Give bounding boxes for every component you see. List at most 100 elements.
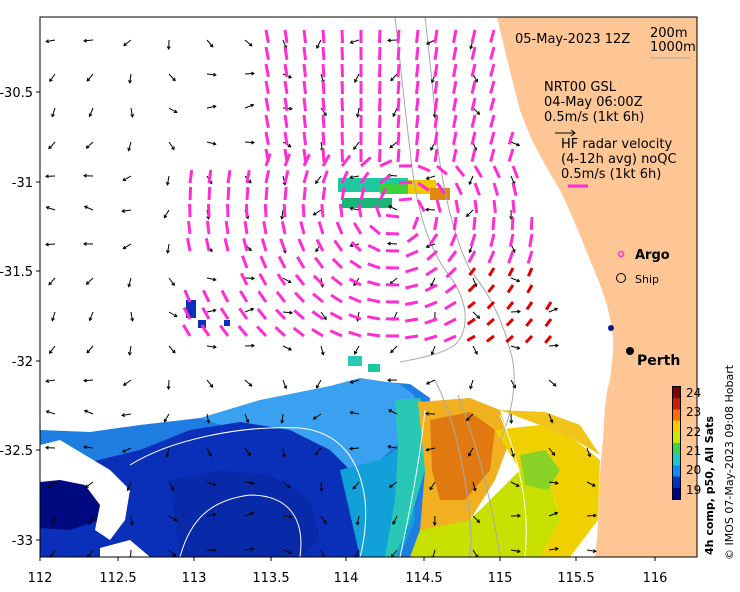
geostrophic-vector (127, 481, 132, 491)
geostrophic-vector (86, 141, 94, 149)
x-tick-label: 114.5 (405, 571, 442, 586)
geostrophic-vector-head (288, 514, 293, 519)
geostrophic-vector-head (388, 205, 392, 209)
hf-radar-vector (378, 131, 382, 146)
geostrophic-vector-head (288, 310, 293, 315)
geostrophic-vector-head (51, 317, 55, 322)
hf-radar-vector (433, 63, 439, 78)
hf-radar-vector (524, 334, 534, 344)
geostrophic-vector-head (468, 452, 472, 457)
hf-radar-vector (415, 114, 420, 129)
geostrophic-vector-head (432, 522, 437, 526)
geostrophic-vector-head (45, 39, 50, 44)
geostrophic-vector-head (469, 45, 474, 50)
hf-radar-vector (321, 131, 326, 146)
altimetry-time-label: 04-May 06:00Z (544, 95, 643, 110)
geostrophic-vector-head (517, 513, 521, 518)
geostrophic-vector-head (209, 43, 214, 48)
geostrophic-vector-head (130, 521, 134, 526)
hf-radar-vector (207, 186, 212, 201)
hf-radar-vector (239, 272, 249, 286)
geostrophic-vector-head (212, 308, 217, 313)
geostrophic-vector (282, 447, 285, 457)
altimetry-product-label: NRT00 GSL (544, 80, 617, 95)
geostrophic-vector (510, 345, 520, 349)
ship-legend-icon (616, 273, 626, 283)
geostrophic-vector (472, 549, 479, 557)
y-tick-label: -30.5 (0, 86, 33, 101)
geostrophic-vector (472, 345, 478, 355)
hf-radar-vector (359, 171, 370, 184)
geostrophic-vector-head (121, 413, 126, 417)
hf-radar-vector (396, 80, 401, 95)
geostrophic-vector (168, 277, 175, 286)
geostrophic-vector (89, 311, 94, 321)
geostrophic-vector (354, 73, 360, 83)
geostrophic-vector-head (166, 386, 171, 390)
geostrophic-vector (468, 175, 474, 185)
geostrophic-vector (128, 277, 132, 287)
hf-radar-vector (415, 46, 420, 61)
geostrophic-vector (87, 549, 94, 557)
hf-radar-vector (473, 182, 481, 196)
geostrophic-vector-head (208, 452, 212, 457)
hf-radar-vector (468, 267, 477, 277)
hf-radar-vector (404, 300, 419, 306)
geostrophic-vector (320, 549, 325, 557)
radar-scale-label: 0.5m/s (1kt 6h) (561, 167, 661, 182)
geostrophic-vector (510, 447, 515, 457)
hf-radar-vector (302, 80, 307, 95)
geostrophic-vector (282, 345, 292, 351)
hf-radar-vector (275, 308, 287, 321)
hf-radar-vector (506, 284, 515, 294)
hf-radar-vector (359, 187, 366, 201)
geostrophic-vector-head (45, 174, 49, 179)
hf-radar-vector (226, 169, 232, 184)
geostrophic-vector (510, 311, 521, 313)
hf-radar-vector (297, 238, 306, 252)
geostrophic-vector (281, 413, 284, 423)
geostrophic-vector-head (476, 519, 481, 523)
hf-radar-vector (525, 301, 534, 311)
geostrophic-vector-head (83, 409, 88, 414)
geostrophic-vector-head (51, 521, 55, 526)
geostrophic-vector (425, 209, 436, 211)
hf-radar-vector (330, 293, 343, 304)
geostrophic-vector-head (128, 79, 132, 84)
hf-radar-vector (301, 203, 306, 218)
geostrophic-vector (548, 344, 559, 347)
hf-radar-vector (467, 250, 477, 264)
hf-radar-vector (276, 273, 287, 286)
hf-radar-vector (378, 148, 382, 163)
hf-radar-vector (506, 301, 515, 310)
hf-radar-vector (264, 97, 270, 112)
x-tick-label: 114 (334, 571, 359, 586)
hf-radar-vector (321, 29, 326, 44)
geostrophic-vector (510, 379, 516, 389)
geostrophic-vector-head (121, 209, 126, 213)
hf-radar-vector (321, 114, 326, 129)
geostrophic-vector-head (127, 351, 132, 356)
geostrophic-vector (426, 379, 436, 385)
geostrophic-vector-head (320, 351, 325, 356)
geostrophic-vector (282, 311, 293, 314)
geostrophic-vector (389, 141, 398, 149)
geostrophic-vector-head (49, 350, 53, 354)
hf-radar-vector (454, 182, 463, 196)
hf-radar-vector (202, 289, 211, 303)
hf-radar-vector (340, 97, 344, 112)
geostrophic-vector-head (83, 378, 87, 383)
hf-radar-vector (329, 329, 343, 338)
hf-radar-vector (283, 63, 289, 78)
hf-radar-vector (264, 63, 270, 78)
hf-radar-vector (340, 63, 344, 78)
geostrophic-vector (282, 379, 287, 389)
hf-radar-vector (330, 275, 343, 287)
hf-radar-vector (374, 204, 382, 218)
y-tick-label: -31 (12, 176, 33, 191)
credit-label: © IMOS 07-May-2023 09:08 Hobart (723, 364, 736, 560)
hf-radar-vector (321, 63, 326, 78)
hf-radar-vector (239, 290, 249, 303)
geostrophic-vector-head (88, 521, 93, 526)
geostrophic-vector (46, 39, 56, 43)
